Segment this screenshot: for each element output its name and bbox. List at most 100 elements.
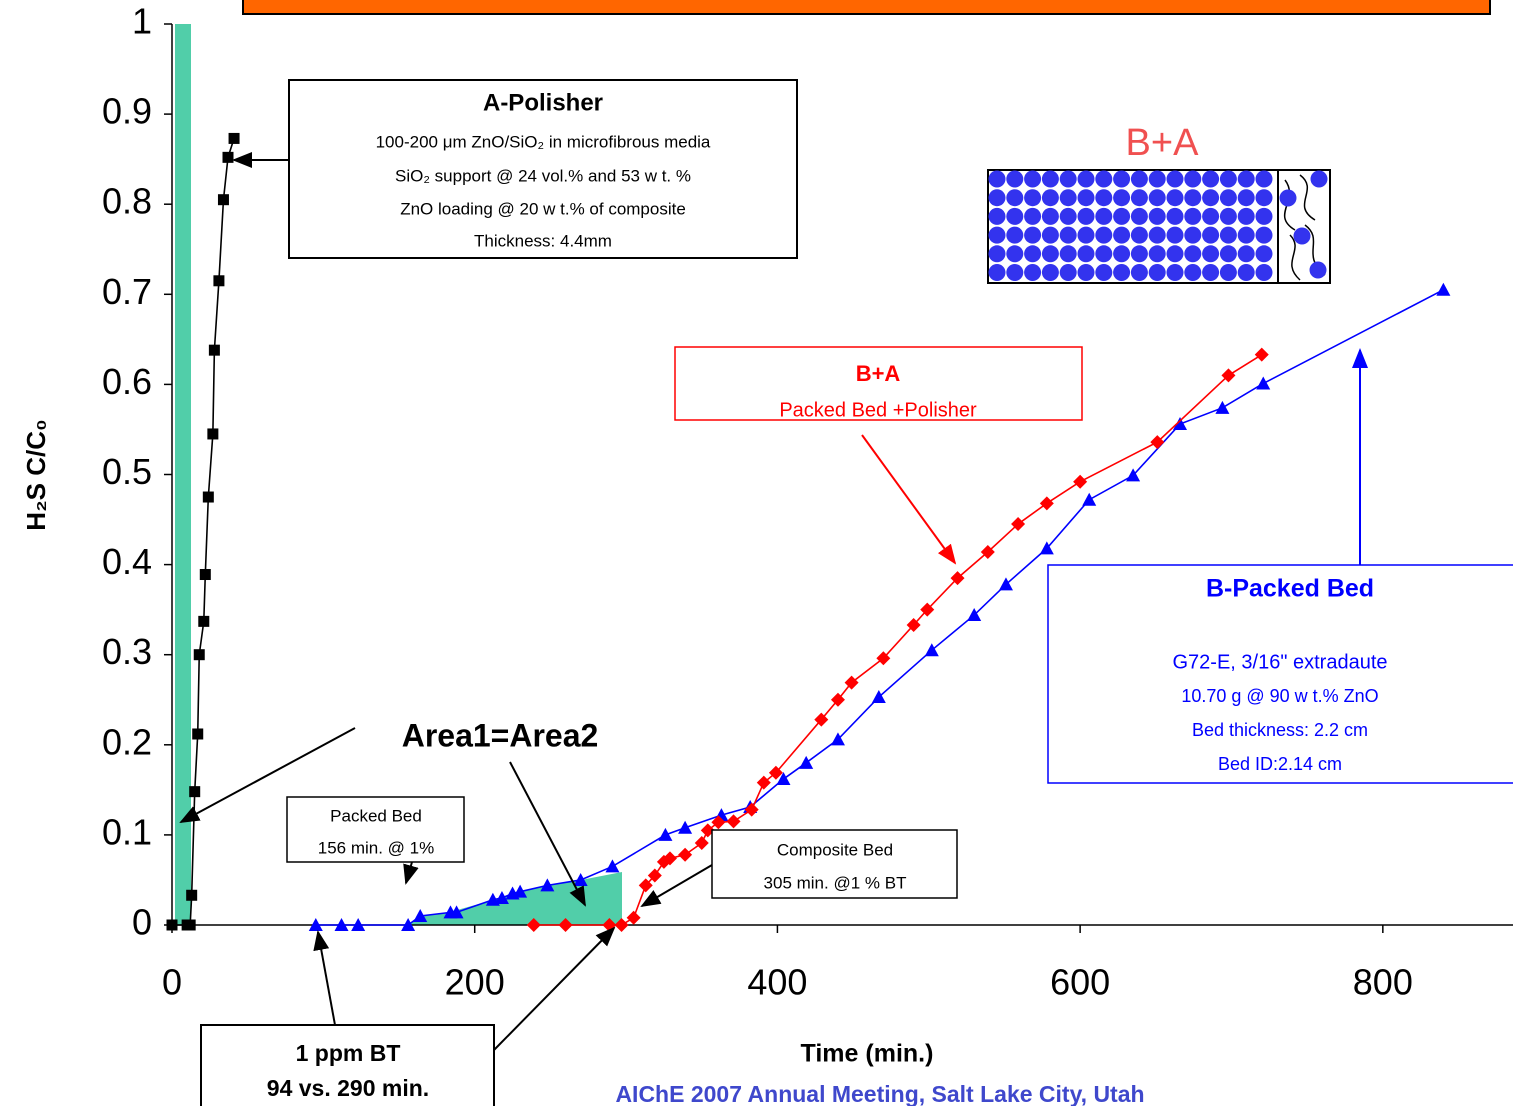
data-point [871,690,886,704]
data-point [678,847,693,862]
data-point [920,602,935,617]
schematic-particle [1059,207,1077,225]
data-point [726,814,741,829]
arrow [493,926,616,1051]
data-point [830,692,845,707]
schematic-particle [1059,170,1077,188]
schematic-particle [1219,264,1237,281]
data-point [830,732,845,746]
schematic-particle [988,264,1006,281]
schematic-particle [1095,264,1113,281]
schematic-particle [1113,170,1131,188]
data-point [1173,417,1188,431]
data-point [1011,517,1026,532]
annotation-box [200,1024,495,1106]
data-point [228,132,240,144]
schematic-particle [1024,170,1042,188]
schematic-particle [1095,189,1113,207]
schematic-particle [1237,170,1255,188]
data-point [1126,468,1141,482]
schematic-particle [1293,227,1311,245]
schematic-particle [1077,264,1095,281]
data-point [967,608,982,622]
annotation-text: Bed thickness: 2.2 cm [1192,720,1368,740]
y-tick-label: 0.9 [102,91,152,132]
annotation-title: B-Packed Bed [1206,575,1374,603]
schematic-particle [1130,170,1148,188]
schematic-particle [1024,226,1042,244]
schematic-particle [1148,245,1166,263]
y-tick-label: 0.1 [102,811,152,852]
data-point [776,772,791,786]
schematic-particle [1130,207,1148,225]
schematic-particle [1237,245,1255,263]
data-point [950,571,965,586]
data-point [924,643,939,657]
schematic-particle [1024,189,1042,207]
arrow [861,434,957,565]
data-point [573,872,588,886]
schematic-particle [1130,189,1148,207]
plot: 0 0.1 0.2 0.3 0.4 0.5 0.6 0.7 0.8 0.9 1 0 200 400 600 8… [102,1,1513,1003]
schematic-particle [1006,170,1024,188]
data-point [1436,282,1451,296]
data-point [1039,541,1054,555]
data-point [198,615,210,627]
arrow [640,864,713,908]
annotation-text: 10.70 g @ 90 w t.% ZnO [1181,686,1378,706]
schematic-particle [1077,226,1095,244]
data-point [351,918,366,931]
data-point [217,194,229,206]
schematic-particle [988,226,1006,244]
schematic-particle [1255,170,1273,188]
data-point [166,919,178,931]
annotation-box [1047,564,1513,784]
data-point [513,884,528,898]
schematic-particle [1237,226,1255,244]
schematic-particle [1024,245,1042,263]
annotation-text: Area1=Area2 [402,717,599,753]
data-point [638,878,653,893]
schematic-particle [1113,207,1131,225]
data-point [844,675,859,690]
schematic-particle [1006,207,1024,225]
schematic-particle [1255,207,1273,225]
y-tick-label: 0 [132,902,152,943]
data-point [1150,435,1165,450]
schematic-particle [988,245,1006,263]
schematic [987,169,1331,284]
y-tick-label: 0.8 [102,181,152,222]
data-point [768,765,783,780]
arrow [313,930,336,1026]
data-point [605,859,620,873]
y-tick-label: 0.5 [102,451,152,492]
annotation-box [674,346,1083,421]
schematic-particle [1219,245,1237,263]
data-point [449,905,464,919]
y-axis-label: H₂S C/C₀ [21,419,51,530]
data-point [626,910,641,925]
data-point [213,275,225,287]
schematic-particle [1130,264,1148,281]
schematic-particle [1202,170,1220,188]
annotation-text: ZnO loading @ 20 w t.% of composite [400,199,686,218]
schematic-particle [1095,245,1113,263]
schematic-particle [1041,207,1059,225]
schematic-particle [1059,264,1077,281]
schematic-particle [1202,207,1220,225]
arrow [179,727,356,823]
schematic-particle [1255,245,1273,263]
schematic-particle [1309,261,1327,279]
annotation-text: Thickness: 4.4mm [474,231,612,250]
schematic-particle [1219,170,1237,188]
x-tick-label: 200 [445,962,505,1003]
schematic-particle [1166,170,1184,188]
schematic-particle [1095,207,1113,225]
data-point [192,728,204,740]
data-point [744,802,759,817]
schematic-particle [1219,226,1237,244]
schematic-particle [1095,226,1113,244]
schematic-particle [1219,189,1237,207]
data-point [1256,376,1271,390]
y-tick-label: 0.6 [102,361,152,402]
